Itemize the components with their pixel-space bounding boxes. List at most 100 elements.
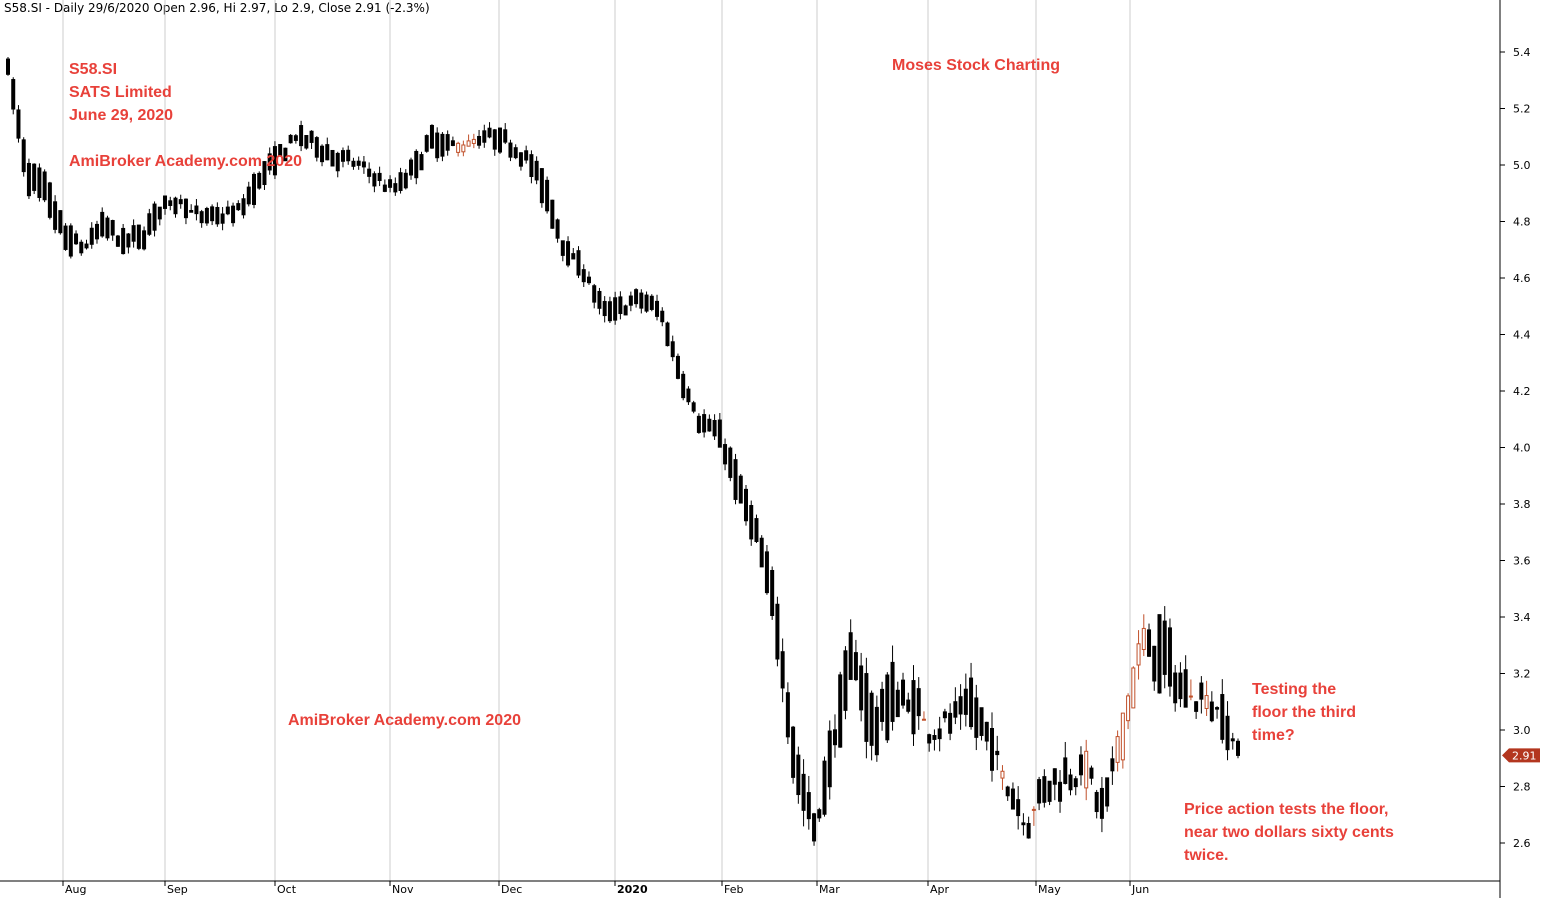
candle xyxy=(1099,776,1104,833)
candle-body xyxy=(1225,715,1230,751)
candle-body xyxy=(932,735,937,740)
candle xyxy=(84,239,89,250)
candle xyxy=(686,386,691,405)
candle-body xyxy=(1037,779,1042,804)
candle-body xyxy=(1126,695,1131,722)
candle-body xyxy=(1084,750,1089,789)
candle xyxy=(257,171,262,190)
candle-body xyxy=(508,142,513,158)
candle xyxy=(995,735,1000,771)
candle xyxy=(105,215,110,241)
candle xyxy=(1052,768,1057,801)
annotation-ticker: S58.SI xyxy=(69,61,118,78)
candle-body xyxy=(288,134,293,144)
candle xyxy=(623,304,628,316)
candle xyxy=(974,684,979,751)
candle-body xyxy=(780,651,785,689)
candle xyxy=(121,223,126,255)
candle-body xyxy=(121,227,126,255)
candle xyxy=(508,139,513,162)
candle xyxy=(89,222,94,249)
candle xyxy=(607,296,612,323)
candle-body xyxy=(142,230,147,250)
candle-body xyxy=(874,706,879,756)
candle xyxy=(42,169,47,203)
candle-body xyxy=(503,129,508,143)
y-tick-label: 3.0 xyxy=(1513,724,1531,737)
candle xyxy=(293,134,298,144)
candle xyxy=(409,157,414,180)
candle-body xyxy=(702,414,707,433)
candle-body xyxy=(958,696,963,715)
candle xyxy=(613,291,618,325)
y-tick-label: 2.8 xyxy=(1513,781,1531,794)
candle-body xyxy=(204,207,209,224)
candle xyxy=(628,291,633,312)
candle xyxy=(388,175,393,193)
candle xyxy=(817,807,822,822)
candle xyxy=(754,514,759,544)
candle xyxy=(869,690,874,761)
candle-body xyxy=(278,144,283,157)
candle xyxy=(178,194,183,209)
candle-body xyxy=(173,197,178,215)
candle xyxy=(1068,768,1073,796)
candle-body xyxy=(791,726,796,778)
candle-body xyxy=(330,149,335,167)
candle xyxy=(320,144,325,167)
candle-body xyxy=(445,134,450,151)
candle xyxy=(796,746,801,804)
candle-body xyxy=(513,147,518,159)
candle xyxy=(1209,691,1214,723)
candle-body xyxy=(304,135,309,149)
candle-body xyxy=(498,127,502,153)
candle xyxy=(11,77,16,115)
candle xyxy=(1047,780,1052,806)
candle-body xyxy=(1031,808,1036,811)
candle-body xyxy=(194,205,199,215)
candle-body xyxy=(382,184,387,192)
candle xyxy=(1147,623,1152,657)
candle xyxy=(414,149,419,185)
candle xyxy=(717,413,722,448)
candle xyxy=(550,199,555,229)
candle-body xyxy=(675,355,680,379)
candle-body xyxy=(257,172,262,189)
candle xyxy=(1126,693,1131,730)
candle-body xyxy=(885,674,890,741)
candle-body xyxy=(252,173,256,205)
candle-body xyxy=(686,388,691,403)
candle xyxy=(1173,664,1178,712)
y-tick-label: 3.2 xyxy=(1513,668,1531,681)
candle xyxy=(979,707,984,741)
candle xyxy=(47,181,52,220)
candle xyxy=(220,207,225,231)
candle xyxy=(1063,741,1068,785)
candle xyxy=(340,147,345,168)
y-tick-label: 3.6 xyxy=(1513,555,1531,568)
candle xyxy=(204,206,209,226)
candle-body xyxy=(1199,682,1204,700)
candle-body xyxy=(1178,672,1183,700)
candle xyxy=(555,218,560,243)
candle-body xyxy=(100,211,105,237)
candle-body xyxy=(487,127,492,138)
candle xyxy=(675,353,680,380)
candle-body xyxy=(1078,754,1083,776)
annotation-date: June 29, 2020 xyxy=(69,107,174,124)
candle xyxy=(639,289,644,314)
candle-body xyxy=(618,296,623,315)
candle xyxy=(304,135,309,150)
candle-body xyxy=(1162,620,1167,675)
candle-body xyxy=(749,505,754,540)
candle xyxy=(1037,776,1042,811)
last-price-marker: 2.91 xyxy=(1502,748,1540,763)
candle-body xyxy=(576,250,581,276)
candle-body xyxy=(147,213,152,235)
candle-body xyxy=(1220,694,1225,740)
candle-body xyxy=(372,173,377,187)
candle xyxy=(53,195,58,234)
candle-body xyxy=(1105,777,1110,807)
candle xyxy=(74,230,79,245)
